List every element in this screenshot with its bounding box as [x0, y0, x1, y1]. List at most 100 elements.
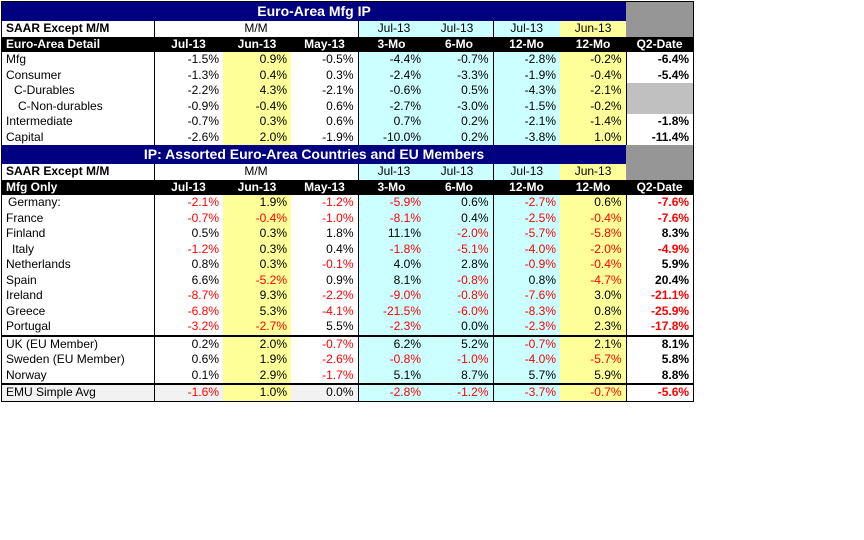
table-cell: -10.0%: [357, 129, 425, 145]
col-header: 12-Mo: [493, 179, 560, 195]
table-cell: 0.5%: [153, 226, 223, 242]
jul13-label-c: Jul-13: [492, 164, 560, 180]
table-cell: 0.6%: [425, 195, 493, 211]
col-header: 6-Mo: [425, 36, 493, 52]
table-cell: -2.8%: [492, 52, 560, 68]
table-cell: -2.0%: [425, 226, 493, 242]
table-cell: -1.4%: [560, 114, 627, 130]
section2-header-row2: Mfg Only Jul-13 Jun-13 May-13 3-Mo 6-Mo …: [2, 179, 694, 195]
section2-header-row1: SAAR Except M/M M/M Jul-13 Jul-13 Jul-13 …: [2, 164, 693, 180]
table-row: Sweden (EU Member) 0.6% 1.9% -2.6% -0.8% -1.0…: [2, 352, 694, 368]
table-cell: 2.9%: [223, 367, 291, 384]
table-cell: 0.2%: [425, 129, 493, 145]
table-cell: -2.1%: [291, 83, 358, 99]
table-row: Intermediate -0.7% 0.3% 0.6% 0.7% 0.2% -2.1% -1…: [2, 114, 694, 130]
table-cell: -2.4%: [357, 67, 425, 83]
row-label: Capital: [6, 129, 44, 144]
row-label: Sweden (EU Member): [6, 352, 125, 367]
table-cell: -5.6%: [625, 383, 694, 401]
table-cell: 1.0%: [223, 383, 291, 401]
table-cell: -2.3%: [357, 319, 425, 336]
table-cell: -2.1%: [153, 195, 223, 211]
table-cell: -5.7%: [492, 226, 560, 242]
table-cell: 2.8%: [425, 257, 493, 273]
table-cell: 8.1%: [357, 272, 425, 288]
col-header: May-13: [291, 36, 358, 52]
table-cell: 6.2%: [357, 334, 425, 352]
table-cell: -2.7%: [357, 98, 425, 114]
table-cell: 0.8%: [560, 303, 627, 319]
table-cell: -2.5%: [492, 210, 560, 226]
table-cell: 8.3%: [625, 226, 694, 242]
table-row: C-Non-durables -0.9% -0.4% 0.6% -2.7% -3.0% -1…: [2, 98, 694, 114]
saar-label: SAAR Except M/M: [6, 21, 110, 36]
q2-header-gray: [626, 2, 694, 37]
table-cell: 0.3%: [223, 114, 291, 130]
section2-title: IP: Assorted Euro-Area Countries and EU …: [2, 145, 627, 164]
title-row: Euro-Area Mfg IP: [2, 2, 694, 37]
jun13-label: Jun-13: [560, 21, 627, 37]
table-cell: -4.3%: [492, 83, 560, 99]
table-cell: -0.9%: [153, 98, 223, 114]
table-cell: -8.7%: [153, 288, 223, 304]
col-header: Jun-13: [223, 179, 291, 195]
table-row: Capital -2.6% 2.0% -1.9% -10.0% 0.2% -3.8% 1.0%…: [2, 129, 694, 145]
table-cell: -2.7%: [492, 195, 560, 211]
table-cell: -4.1%: [291, 303, 358, 319]
col-header: 3-Mo: [358, 36, 425, 52]
table-cell: -7.6%: [625, 195, 694, 211]
table-cell: 2.3%: [560, 319, 627, 336]
table-row: C-Durables -2.2% 4.3% -2.1% -0.6% 0.5% -4.3% -2…: [2, 83, 694, 99]
table-row: Norway 0.1% 2.9% -1.7% 5.1% 8.7% 5.7% 5.9% 8.8%: [2, 367, 694, 384]
table-cell: 5.2%: [425, 334, 493, 352]
table-cell: 11.1%: [357, 226, 425, 242]
table-cell: -0.5%: [291, 52, 358, 68]
table-cell: 5.7%: [492, 367, 560, 384]
table-cell: -3.7%: [492, 383, 560, 401]
table-cell: -4.4%: [357, 52, 425, 68]
table-cell: 0.8%: [492, 272, 560, 288]
jun13-label: Jun-13: [560, 164, 627, 180]
table-cell: 6.6%: [153, 272, 223, 288]
table-cell: 0.4%: [425, 210, 493, 226]
table-cell: -2.6%: [153, 129, 223, 145]
table-cell: -2.3%: [492, 319, 560, 336]
table-cell: -2.6%: [291, 352, 358, 368]
table-cell: 0.0%: [425, 319, 493, 336]
table-cell: 0.2%: [153, 334, 223, 352]
section1-body: Mfg -1.5% 0.9% -0.5% -4.4% -0.7% -2.8% -0.2% -6.…: [2, 52, 694, 145]
mm-label: M/M: [153, 164, 358, 180]
table-cell: [625, 98, 694, 114]
table-cell: -1.2%: [291, 195, 358, 211]
table-cell: -0.7%: [153, 210, 223, 226]
table-cell: -5.4%: [625, 67, 694, 83]
table-cell: -7.6%: [492, 288, 560, 304]
mm-label: M/M: [153, 21, 358, 37]
table-row: Spain 6.6% -5.2% 0.9% 8.1% -0.8% 0.8% -4.7% 20.4…: [2, 272, 694, 288]
table-row: Portugal -3.2% -2.7% 5.5% -2.3% 0.0% -2.3% 2.3%…: [2, 319, 694, 336]
table-cell: -3.8%: [492, 129, 560, 145]
table-cell: -1.0%: [291, 210, 358, 226]
table-cell: -0.7%: [492, 334, 560, 352]
table-cell: -25.9%: [625, 303, 694, 319]
table-cell: -5.9%: [357, 195, 425, 211]
table-cell: 0.5%: [425, 83, 493, 99]
table-row-emu-avg: EMU Simple Avg -1.6% 1.0% 0.0% -2.8% -1.2% -3.…: [2, 383, 694, 401]
table-cell: -11.4%: [625, 129, 694, 145]
row-label: Italy: [12, 241, 35, 256]
jul13-label-a: Jul-13 Jul-13: [357, 164, 493, 180]
row-label: C-Durables: [14, 83, 75, 98]
table-cell: -0.6%: [357, 83, 425, 99]
table-cell: -2.7%: [223, 319, 291, 336]
table-cell: -0.4%: [223, 210, 291, 226]
table-cell: -1.9%: [291, 129, 358, 145]
col-header: 12-Mo: [493, 36, 560, 52]
table-cell: -0.4%: [560, 67, 627, 83]
table-row: Greece -6.8% 5.3% -4.1% -21.5% -6.0% -8.3% 0.8%…: [2, 303, 694, 319]
emu-avg-body: EMU Simple Avg -1.6% 1.0% 0.0% -2.8% -1.2% -3.…: [2, 383, 694, 401]
table-cell: 5.5%: [291, 319, 358, 336]
spreadsheet: Euro-Area Mfg IP SAAR Except M/M M/M Jul…: [1, 1, 694, 402]
col-header: Jul-13: [154, 36, 223, 52]
table-cell: 0.3%: [223, 226, 291, 242]
table-cell: [625, 83, 694, 99]
